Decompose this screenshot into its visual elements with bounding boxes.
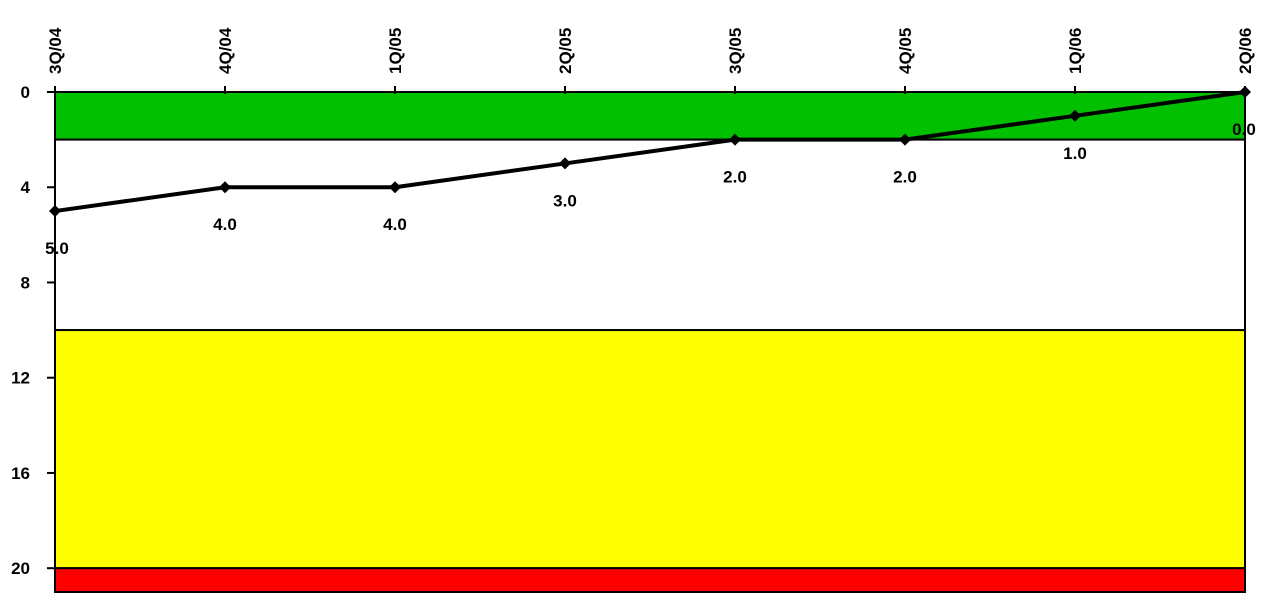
y-tick-label: 4 — [21, 178, 31, 197]
data-labels: 5.0 4.0 4.0 3.0 2.0 2.0 1.0 0.0 — [45, 120, 1256, 258]
data-point — [559, 157, 571, 170]
y-tick-label: 0 — [21, 83, 30, 102]
data-point — [389, 181, 401, 194]
x-tick-label: 2Q/06 — [1236, 28, 1255, 74]
band-3 — [54, 567, 1246, 594]
x-axis-ticks: 3Q/04 4Q/04 1Q/05 2Q/05 3Q/05 4Q/05 1Q/06 2Q/06 — [46, 27, 1255, 94]
data-label: 4.0 — [213, 215, 237, 234]
x-tick-label: 1Q/05 — [386, 28, 405, 74]
x-tick-label: 1Q/06 — [1066, 28, 1085, 74]
data-label: 2.0 — [723, 168, 747, 187]
band-2 — [54, 329, 1246, 570]
series-points — [49, 86, 1251, 218]
y-tick-label: 8 — [21, 273, 30, 292]
x-tick-label: 4Q/05 — [896, 28, 915, 74]
x-tick-label: 2Q/05 — [556, 28, 575, 74]
y-tick-label: 16 — [11, 464, 30, 483]
data-label: 5.0 — [45, 239, 69, 258]
data-label: 4.0 — [383, 215, 407, 234]
data-label: 0.0 — [1232, 120, 1256, 139]
y-tick-label: 20 — [11, 559, 30, 578]
band-0 — [54, 91, 1246, 141]
series-line — [54, 90, 1246, 214]
series-line-0 — [54, 90, 1246, 214]
y-tick-label: 12 — [11, 369, 30, 388]
x-tick-label: 4Q/04 — [216, 27, 235, 74]
data-point — [729, 133, 741, 146]
axes — [54, 91, 1245, 592]
data-point — [1069, 109, 1081, 122]
data-label: 1.0 — [1063, 144, 1087, 163]
data-point — [219, 181, 231, 194]
data-point — [899, 133, 911, 146]
data-point — [49, 205, 61, 218]
y-axis-ticks: 0 4 8 12 16 20 — [11, 83, 55, 578]
threshold-bands — [54, 91, 1246, 594]
band-1 — [54, 138, 1246, 332]
x-tick-label: 3Q/04 — [46, 27, 65, 74]
data-label: 3.0 — [553, 191, 577, 210]
data-label: 2.0 — [893, 168, 917, 187]
data-point — [1239, 86, 1251, 98]
x-tick-label: 3Q/05 — [726, 28, 745, 74]
